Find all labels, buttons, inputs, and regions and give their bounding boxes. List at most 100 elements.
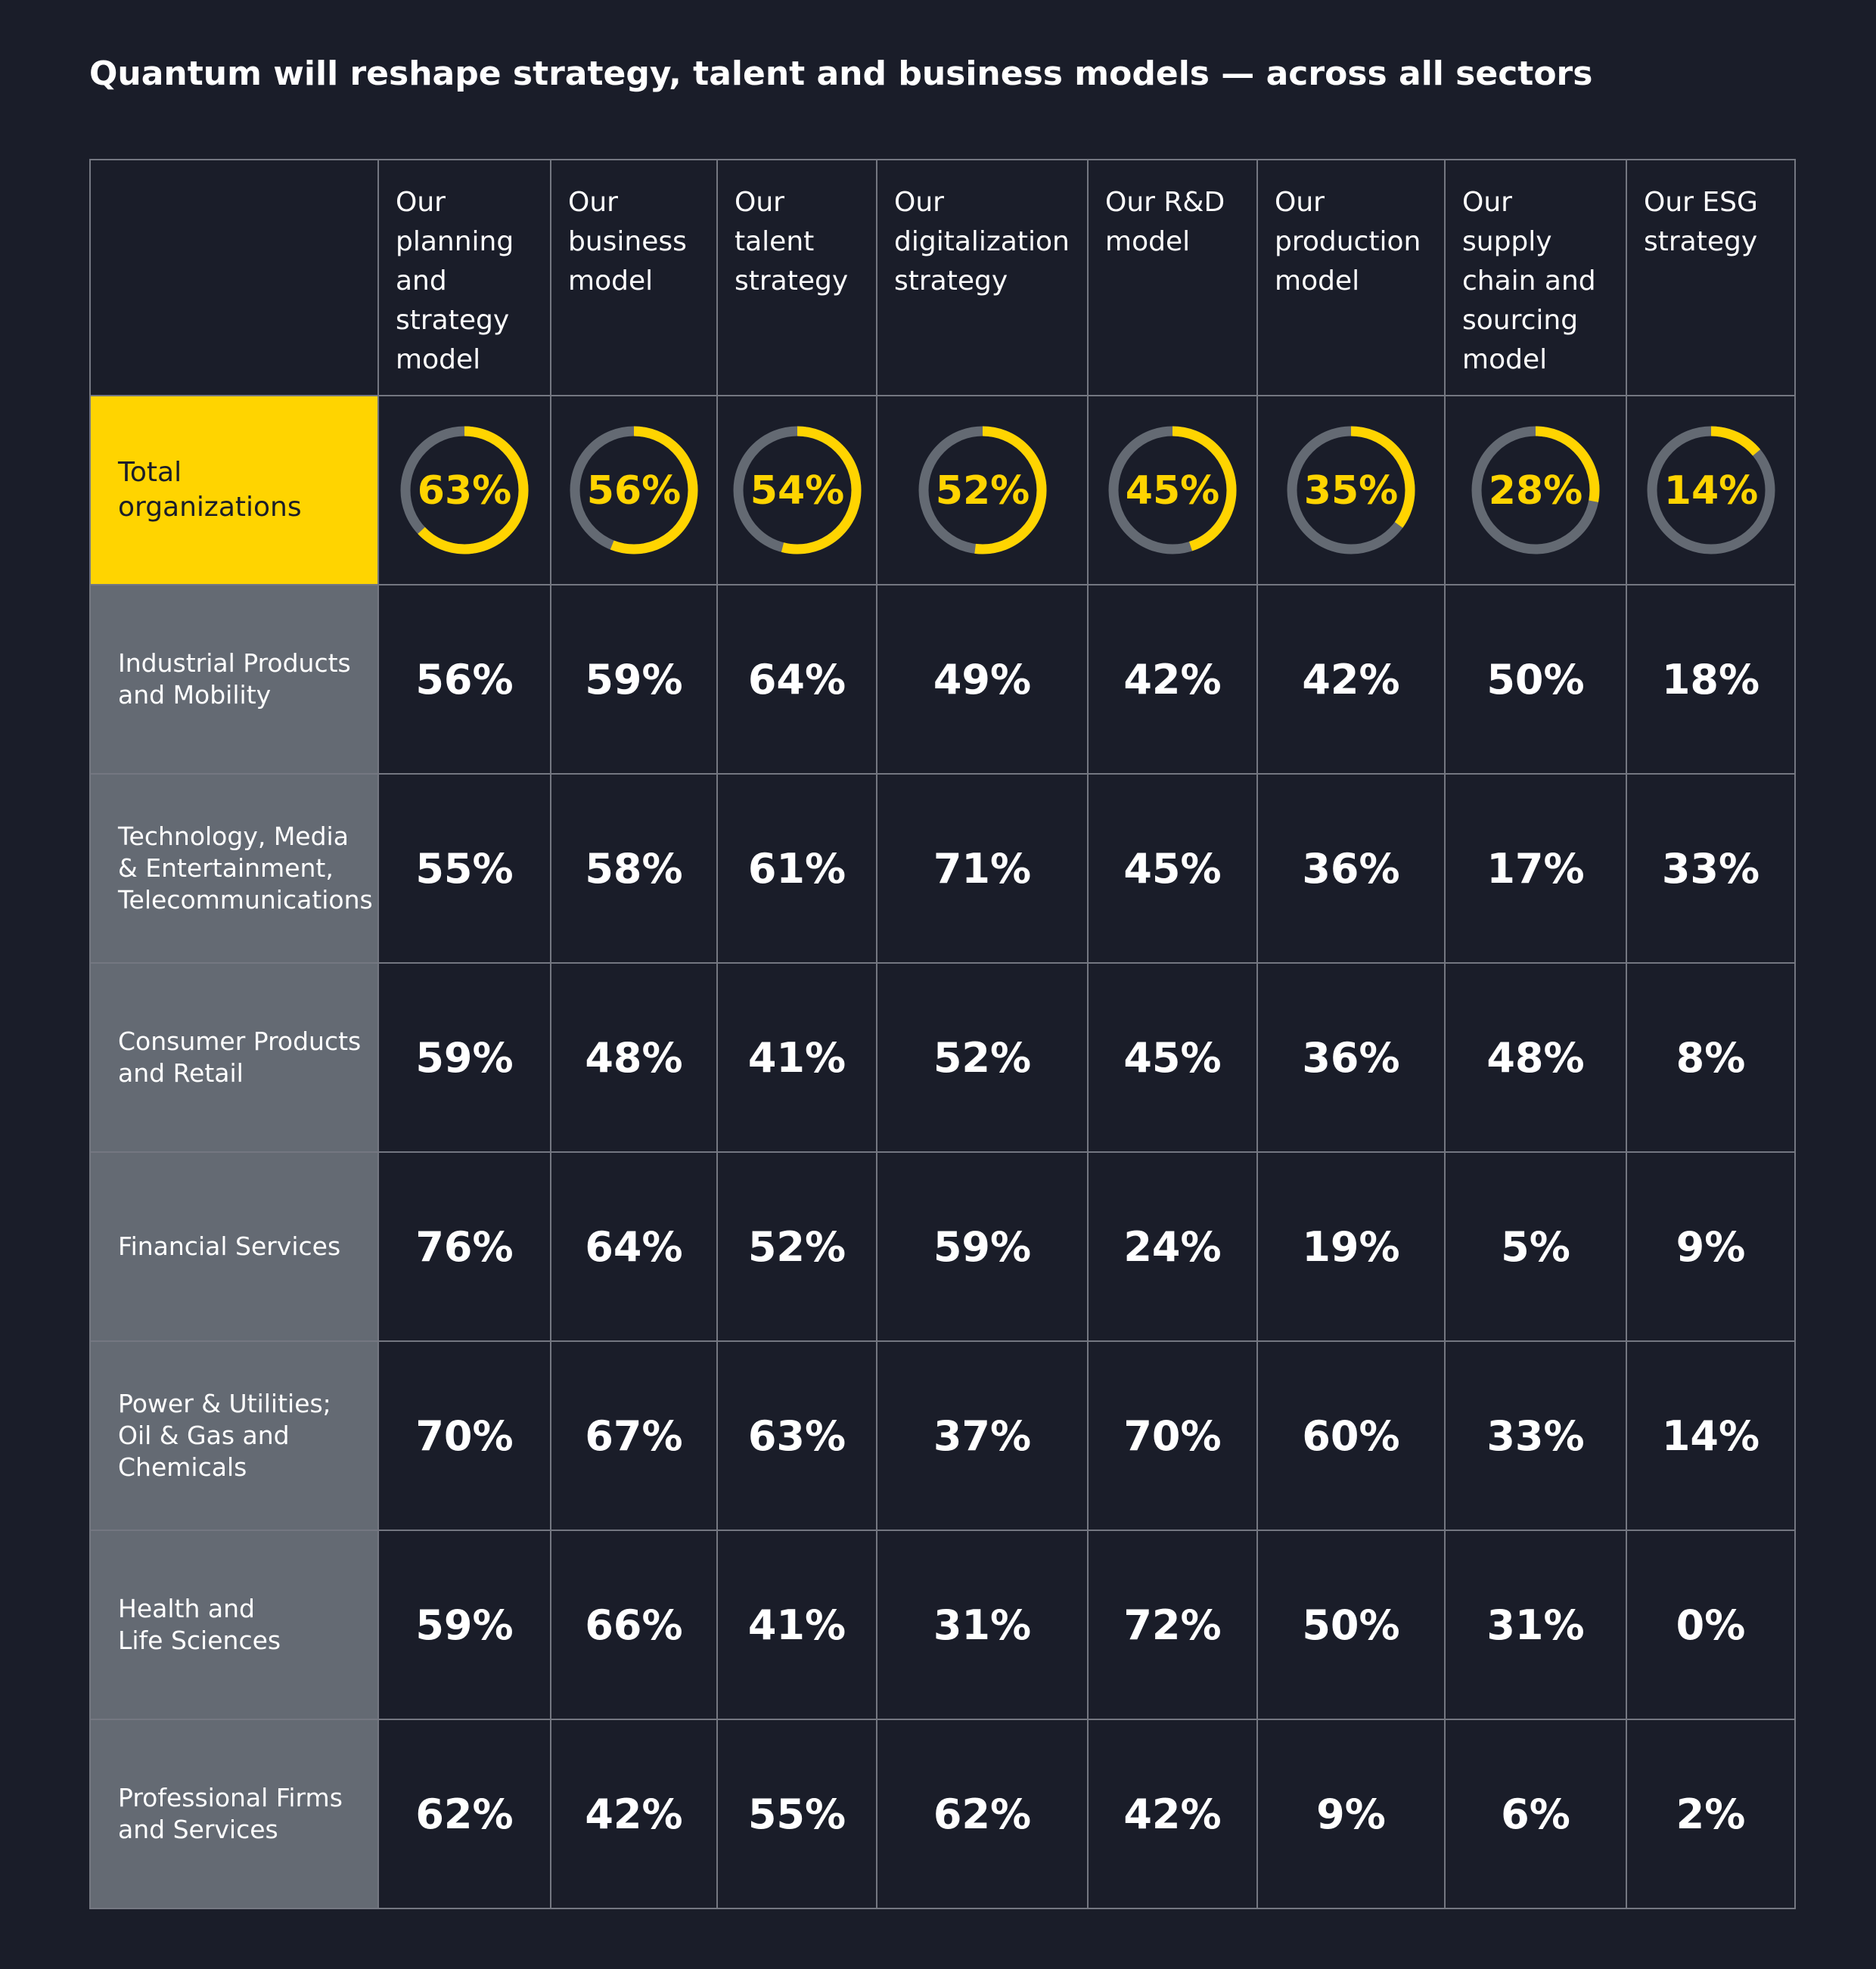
table-cell: 55%: [377, 773, 551, 964]
row-header: Industrial Products and Mobility: [89, 584, 379, 775]
table-row: Power & Utilities; Oil & Gas and Chemica…: [89, 1340, 1796, 1531]
total-row: Total organizations 63% 56% 54% 52% 45% 35% 28…: [89, 395, 1796, 585]
table-cell: 50%: [1256, 1530, 1446, 1720]
table-cell: 42%: [1256, 584, 1446, 775]
table-row: Technology, Media & Entertainment, Telec…: [89, 773, 1796, 964]
donut-arc: [1471, 426, 1600, 554]
donut-value-label: 52%: [935, 468, 1029, 514]
column-header-label: Our production model: [1275, 187, 1421, 297]
table-cell: 59%: [876, 1151, 1089, 1342]
table-cell: 67%: [550, 1340, 718, 1531]
donut-value-label: 56%: [587, 468, 681, 514]
row-header: Professional Firms and Services: [89, 1719, 379, 1909]
table-cell: 63%: [716, 1340, 877, 1531]
table-cell: 24%: [1087, 1151, 1258, 1342]
table-cell: 31%: [876, 1530, 1089, 1720]
table-cell: 48%: [1444, 962, 1627, 1153]
table-cell: 70%: [1087, 1340, 1258, 1531]
column-header-rnd: Our R&D model: [1087, 159, 1258, 396]
table-cell: 9%: [1626, 1151, 1796, 1342]
table-cell: 76%: [377, 1151, 551, 1342]
table-cell: 61%: [716, 773, 877, 964]
table-cell: 5%: [1444, 1151, 1627, 1342]
total-donut-cell: 14%: [1626, 395, 1796, 585]
donut-arc: [918, 426, 1046, 554]
donut-arc: [400, 426, 529, 554]
total-donut-cell: 63%: [377, 395, 551, 585]
donut-value-label: 63%: [418, 468, 511, 514]
table-cell: 64%: [550, 1151, 718, 1342]
table-cell: 60%: [1256, 1340, 1446, 1531]
table-cell: 52%: [716, 1151, 877, 1342]
donut-chart: 56%: [570, 426, 698, 554]
column-header-row: Our planning and strategy model Our busi…: [89, 159, 1796, 396]
table-cell: 59%: [377, 962, 551, 1153]
table-cell: 49%: [876, 584, 1089, 775]
table-cell: 72%: [1087, 1530, 1258, 1720]
table-row: Professional Firms and Services 62% 42% 55%…: [89, 1719, 1796, 1909]
column-header-label: Our R&D model: [1105, 187, 1225, 257]
table-cell: 2%: [1626, 1719, 1796, 1909]
table-cell: 66%: [550, 1530, 718, 1720]
column-header-label: Our ESG strategy: [1644, 187, 1758, 257]
table-cell: 41%: [716, 1530, 877, 1720]
donut-value-label: 28%: [1489, 468, 1582, 514]
donut-chart: 14%: [1647, 426, 1775, 554]
table-row: Health and Life Sciences 59% 66% 41% 31% 72% 5…: [89, 1530, 1796, 1720]
table-cell: 37%: [876, 1340, 1089, 1531]
row-header: Technology, Media & Entertainment, Telec…: [89, 773, 379, 964]
table-cell: 59%: [377, 1530, 551, 1720]
table-cell: 0%: [1626, 1530, 1796, 1720]
donut-value-label: 54%: [750, 468, 843, 514]
table-cell: 62%: [876, 1719, 1089, 1909]
column-header-production: Our production model: [1256, 159, 1446, 396]
table-cell: 58%: [550, 773, 718, 964]
donut-chart: 45%: [1108, 426, 1237, 554]
table-cell: 52%: [876, 962, 1089, 1153]
column-header-label: Our talent strategy: [735, 187, 849, 297]
donut-chart: 35%: [1287, 426, 1415, 554]
column-header-digitalization: Our digitalization strategy: [876, 159, 1089, 396]
donut-arc: [733, 426, 861, 554]
row-header: Health and Life Sciences: [89, 1530, 379, 1720]
table-cell: 41%: [716, 962, 877, 1153]
donut-arc: [1287, 426, 1415, 554]
donut-value-label: 45%: [1126, 468, 1219, 514]
row-header: Power & Utilities; Oil & Gas and Chemica…: [89, 1340, 379, 1531]
donut-chart: 63%: [400, 426, 529, 554]
table-cell: 33%: [1626, 773, 1796, 964]
table-cell: 36%: [1256, 773, 1446, 964]
row-header: Consumer Products and Retail: [89, 962, 379, 1153]
total-donut-cell: 54%: [716, 395, 877, 585]
table-cell: 6%: [1444, 1719, 1627, 1909]
donut-value-label: 14%: [1663, 468, 1757, 514]
column-header-label: Our digitalization strategy: [894, 187, 1070, 297]
table-cell: 64%: [716, 584, 877, 775]
donut-arc: [1647, 426, 1775, 554]
table-cell: 42%: [1087, 584, 1258, 775]
table-cell: 17%: [1444, 773, 1627, 964]
table-cell: 45%: [1087, 962, 1258, 1153]
donut-chart: 52%: [918, 426, 1046, 554]
column-header-label: Our planning and strategy model: [396, 187, 514, 375]
column-header-talent: Our talent strategy: [716, 159, 877, 396]
table-cell: 31%: [1444, 1530, 1627, 1720]
table-cell: 48%: [550, 962, 718, 1153]
total-donut-cell: 45%: [1087, 395, 1258, 585]
table-cell: 42%: [1087, 1719, 1258, 1909]
total-donut-cell: 56%: [550, 395, 718, 585]
corner-cell: [89, 159, 379, 396]
table-cell: 19%: [1256, 1151, 1446, 1342]
table-cell: 33%: [1444, 1340, 1627, 1531]
column-header-business: Our business model: [550, 159, 718, 396]
column-header-esg: Our ESG strategy: [1626, 159, 1796, 396]
chart-title: Quantum will reshape strategy, talent an…: [89, 54, 1593, 93]
total-donut-cell: 52%: [876, 395, 1089, 585]
donut-arc: [1108, 426, 1237, 554]
donut-chart: 28%: [1471, 426, 1600, 554]
table-cell: 56%: [377, 584, 551, 775]
table-cell: 62%: [377, 1719, 551, 1909]
table-cell: 70%: [377, 1340, 551, 1531]
table-cell: 8%: [1626, 962, 1796, 1153]
total-donut-cell: 35%: [1256, 395, 1446, 585]
